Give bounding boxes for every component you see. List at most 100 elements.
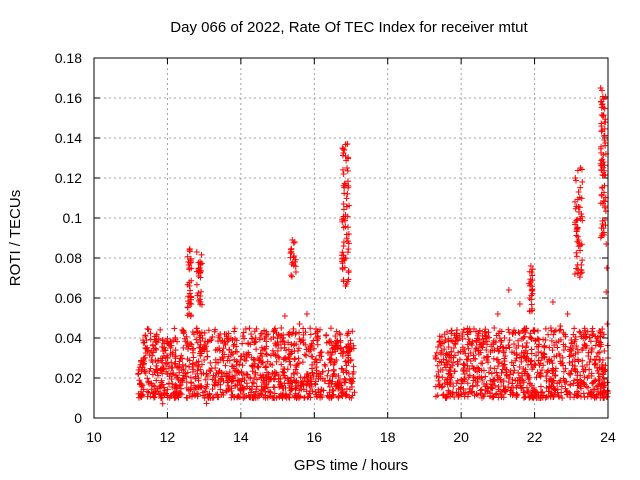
data-point bbox=[138, 381, 145, 388]
data-point bbox=[204, 394, 211, 401]
data-point bbox=[240, 329, 247, 336]
data-point bbox=[507, 387, 514, 394]
data-point bbox=[447, 377, 454, 383]
data-point bbox=[484, 341, 491, 348]
data-point bbox=[560, 375, 567, 382]
data-point bbox=[205, 327, 212, 334]
data-point bbox=[493, 390, 500, 397]
data-point bbox=[204, 348, 211, 355]
data-point bbox=[485, 369, 492, 376]
data-point bbox=[285, 346, 292, 353]
data-point bbox=[448, 348, 455, 355]
data-point bbox=[574, 196, 581, 203]
data-point bbox=[577, 165, 584, 171]
data-point bbox=[450, 383, 457, 390]
data-point bbox=[148, 347, 155, 354]
axis-ticks: 10 12 14 16 18 20 22 24 0 0.02 0.04 0.06 0.08 0.1 0.12… bbox=[55, 50, 616, 445]
data-point bbox=[256, 357, 263, 363]
data-point bbox=[303, 374, 310, 381]
data-point bbox=[551, 328, 558, 335]
data-point bbox=[569, 358, 576, 365]
data-point bbox=[453, 389, 460, 396]
data-point bbox=[345, 246, 352, 253]
data-point bbox=[292, 269, 299, 275]
data-point bbox=[337, 331, 344, 338]
data-point bbox=[145, 389, 152, 396]
data-point bbox=[333, 357, 340, 363]
data-point bbox=[249, 335, 256, 342]
data-point bbox=[476, 341, 483, 348]
data-point bbox=[295, 345, 302, 352]
y-tick-label: 0.1 bbox=[63, 210, 83, 226]
data-point bbox=[161, 387, 168, 394]
data-point bbox=[144, 388, 151, 395]
data-point bbox=[303, 371, 310, 378]
data-point bbox=[243, 370, 250, 377]
data-point bbox=[550, 393, 557, 400]
data-point bbox=[585, 349, 592, 356]
data-point bbox=[590, 386, 597, 393]
data-point bbox=[157, 326, 164, 333]
data-point bbox=[476, 367, 483, 373]
data-point bbox=[527, 358, 534, 365]
data-point bbox=[600, 159, 607, 165]
data-point bbox=[324, 350, 331, 357]
data-point bbox=[574, 216, 581, 223]
data-point bbox=[262, 350, 269, 357]
data-point bbox=[300, 325, 307, 332]
data-point bbox=[158, 391, 165, 398]
data-point bbox=[522, 327, 529, 334]
data-point bbox=[342, 358, 349, 365]
data-point bbox=[291, 356, 298, 363]
data-point bbox=[491, 325, 498, 331]
data-point bbox=[173, 392, 180, 399]
data-point bbox=[193, 281, 200, 288]
data-point bbox=[599, 112, 606, 119]
data-point bbox=[344, 213, 351, 220]
data-point bbox=[259, 371, 266, 378]
data-point bbox=[193, 325, 200, 332]
x-tick-label: 20 bbox=[453, 429, 469, 445]
data-point bbox=[546, 357, 553, 363]
data-point bbox=[475, 351, 482, 358]
data-point bbox=[434, 392, 441, 399]
data-point bbox=[135, 390, 142, 397]
data-point bbox=[524, 350, 531, 357]
data-point bbox=[222, 362, 229, 369]
data-point bbox=[215, 359, 222, 366]
data-point bbox=[553, 339, 560, 346]
data-point bbox=[294, 361, 301, 368]
data-point bbox=[581, 381, 588, 388]
data-point bbox=[171, 325, 178, 332]
data-point bbox=[601, 347, 608, 354]
data-point bbox=[195, 259, 202, 266]
data-point bbox=[460, 385, 467, 392]
data-point bbox=[435, 377, 442, 384]
data-point bbox=[597, 394, 604, 401]
data-point bbox=[237, 386, 244, 393]
data-point bbox=[464, 329, 471, 336]
data-point bbox=[586, 359, 593, 365]
data-point bbox=[595, 388, 602, 395]
data-point bbox=[163, 338, 170, 345]
data-point bbox=[303, 311, 310, 317]
data-point bbox=[573, 203, 580, 210]
data-point bbox=[201, 388, 208, 395]
data-point bbox=[535, 391, 542, 398]
data-point bbox=[454, 361, 461, 367]
data-point bbox=[199, 392, 206, 399]
data-point bbox=[498, 369, 505, 376]
data-point bbox=[303, 382, 310, 389]
data-point bbox=[344, 167, 351, 174]
data-point bbox=[591, 378, 598, 385]
data-point bbox=[325, 393, 332, 400]
data-point bbox=[186, 265, 193, 271]
data-point bbox=[271, 376, 278, 383]
data-point bbox=[340, 201, 347, 207]
data-point bbox=[574, 261, 581, 268]
data-point bbox=[292, 330, 299, 337]
data-point bbox=[531, 389, 538, 396]
data-point bbox=[173, 385, 180, 392]
data-point bbox=[138, 392, 145, 399]
data-point bbox=[500, 394, 507, 401]
